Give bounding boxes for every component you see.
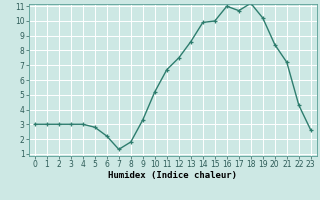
X-axis label: Humidex (Indice chaleur): Humidex (Indice chaleur) (108, 171, 237, 180)
